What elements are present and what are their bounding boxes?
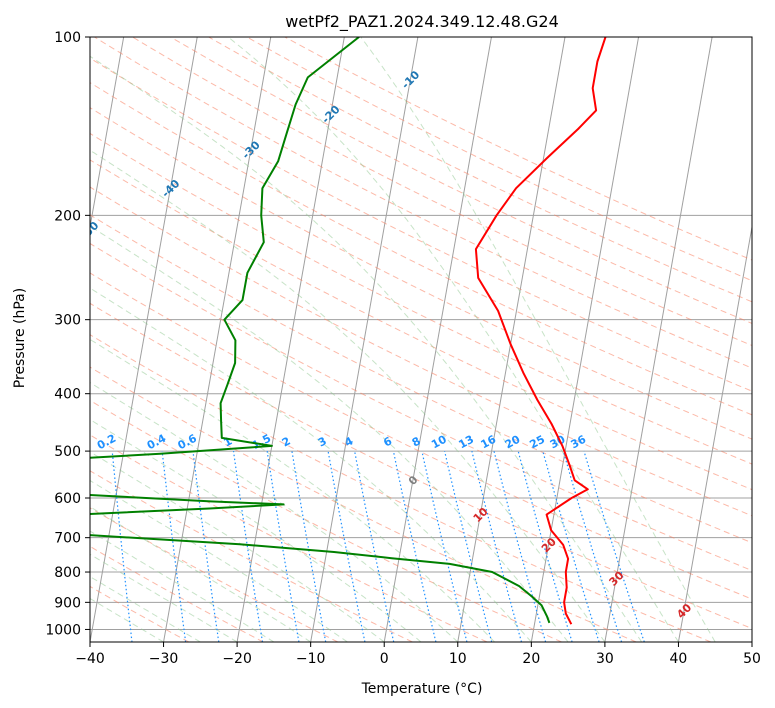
plot-area: 0.10.20.40.611.52346810131620253036-100-… [0,36,753,643]
dry-adiabat-line [170,37,752,324]
x-axis-label: Temperature (°C) [361,681,483,697]
y-tick-label: 800 [54,565,81,581]
isotherm-line [236,37,345,642]
mixing-ratio-line [111,451,133,642]
dry-adiabat-line [284,37,752,261]
dry-adiabat-line [90,334,711,642]
y-axis-ticks: 100 200 300 400 500 600 700 800 900 1000 [45,30,90,638]
isotherm-label: -60 [0,266,20,289]
moist-adiabat-line [90,149,606,642]
x-tick-label: −40 [75,651,105,667]
y-tick-label: 500 [54,444,81,460]
mixing-ratio-line [354,450,395,642]
mixing-ratio-label: 16 [479,433,499,452]
y-tick-label: 1000 [45,622,81,638]
y-tick-label: 900 [54,595,81,611]
mixing-ratio-line [232,451,264,642]
mixing-ratio-line [444,450,493,642]
mixing-ratio-line [161,451,187,642]
isotherm-line [383,37,492,642]
moist-adiabat-line [228,37,679,642]
x-axis-ticks: −40 −30 −20 −10 0 10 20 30 40 50 [75,642,761,667]
moist-adiabat-line [90,506,311,642]
mixing-ratio-line [517,450,573,642]
isotherm-line [90,37,198,642]
isotherm-line [457,37,566,642]
chart-title: wetPf2_PAZ1.2024.349.12.48.G24 [285,12,559,32]
moist-adiabat-line [360,37,716,642]
isotherm-line [604,37,713,642]
dry-adiabat-line [246,37,752,282]
x-tick-label: −30 [149,651,179,667]
dry-adiabat-line [90,57,752,392]
dry-adiabat-line [94,37,752,369]
x-tick-label: 40 [670,651,688,667]
x-tick-label: 20 [522,651,540,667]
dewpoint-profile-line [90,37,551,624]
mixing-ratio-line [583,450,645,642]
isotherm-line [90,37,125,230]
x-tick-label: −10 [296,651,326,667]
moist-adiabat-line [90,225,569,642]
dry-adiabat-line [90,186,752,517]
isotherm-line [530,37,640,642]
isotherm-line [677,224,752,642]
mixing-ratio-label: 20 [503,433,523,452]
y-axis-label: Pressure (hPa) [12,288,28,388]
plot-inner: 0.10.20.40.611.52346810131620253036-100-… [0,37,752,642]
x-tick-label: −20 [222,651,252,667]
dry-adiabat-line [90,242,752,572]
y-tick-label: 600 [54,491,81,507]
dry-adiabat-line [90,214,752,544]
plot-frame [89,36,753,643]
mixing-ratio-label: 25 [527,433,547,452]
dry-adiabat-line [132,37,752,347]
dry-adiabat-line [90,132,752,465]
moist-adiabat-line [90,530,275,642]
y-tick-label: 700 [54,531,81,547]
x-tick-label: 10 [449,651,467,667]
x-tick-label: 0 [380,651,389,667]
mixing-ratio-line [327,450,366,642]
plot-background [90,37,752,642]
dry-adiabat-line [90,470,413,642]
x-tick-label: 30 [596,651,614,667]
mixing-ratio-line [493,450,547,642]
mixing-ratio-label: 13 [456,433,476,452]
dry-adiabat-line [90,366,637,642]
dry-adiabat-line [208,37,752,303]
mixing-ratio-label: 36 [569,433,589,452]
mixing-ratio-line [392,450,437,642]
mixing-ratio-label: 10 [429,433,449,452]
mixing-ratio-line [192,451,220,642]
dry-adiabat-line [90,107,752,440]
y-tick-label: 300 [54,313,81,329]
mixing-ratio-line [542,450,600,642]
isotherm-label: -50 [78,219,101,242]
dry-adiabat-line [90,302,752,630]
isotherm-line [751,639,752,642]
dry-adiabat-line [90,82,752,416]
dry-adiabat-line [90,272,752,600]
y-tick-label: 200 [54,208,81,224]
y-tick-label: 100 [54,30,81,46]
y-tick-label: 400 [54,387,81,403]
mixing-ratio-line [471,450,523,642]
moist-adiabat-line [90,55,643,642]
mixing-ratio-line [562,450,623,642]
x-tick-label: 50 [743,651,761,667]
temperature-profile-line [474,37,607,625]
moist-adiabat-line [90,287,532,642]
dry-adiabat-line [90,159,752,491]
